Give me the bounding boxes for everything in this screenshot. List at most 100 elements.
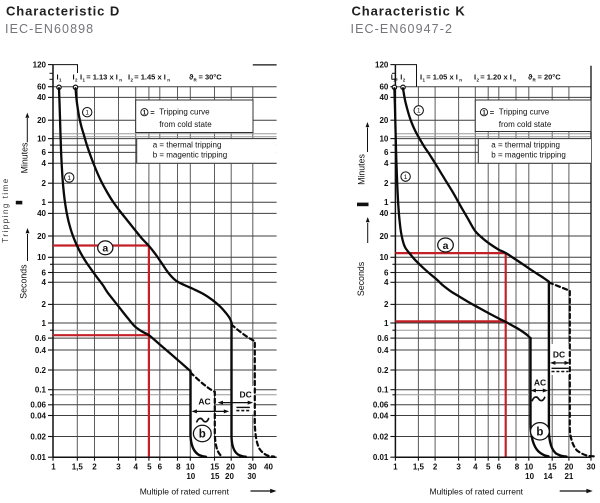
svg-text:= 1.20 x I: = 1.20 x I — [480, 73, 511, 82]
svg-text:0.06: 0.06 — [30, 401, 46, 410]
svg-text:6: 6 — [384, 148, 389, 157]
svg-text:= 30°C: = 30°C — [199, 73, 223, 82]
svg-text:6: 6 — [497, 463, 502, 472]
svg-text:R: R — [533, 78, 537, 83]
svg-text:0.1: 0.1 — [377, 386, 389, 395]
svg-text:I: I — [128, 73, 130, 82]
svg-text:Multiples of rated current: Multiples of rated current — [430, 486, 524, 496]
svg-text:60: 60 — [37, 83, 46, 92]
svg-text:6: 6 — [42, 268, 47, 277]
svg-text:DC: DC — [553, 349, 565, 359]
svg-text:1: 1 — [482, 110, 486, 116]
svg-text:= 1.45 x I: = 1.45 x I — [134, 73, 165, 82]
svg-text:Tripping curve: Tripping curve — [499, 108, 550, 117]
svg-text:1: 1 — [384, 198, 389, 207]
svg-text:Minutes: Minutes — [357, 154, 367, 185]
svg-text:21: 21 — [564, 472, 573, 481]
svg-text:4: 4 — [384, 159, 389, 168]
svg-text:120: 120 — [375, 60, 389, 69]
svg-text:DC: DC — [240, 389, 252, 399]
svg-text:Seconds: Seconds — [356, 261, 366, 296]
svg-text:2: 2 — [403, 78, 406, 83]
svg-text:40: 40 — [264, 463, 273, 472]
svg-text:40: 40 — [37, 93, 46, 102]
svg-text:I: I — [400, 73, 402, 82]
svg-text:Minutes: Minutes — [19, 142, 29, 173]
svg-text:1: 1 — [393, 463, 398, 472]
svg-text:2: 2 — [384, 300, 389, 309]
svg-text:4: 4 — [42, 159, 47, 168]
svg-text:2: 2 — [384, 179, 389, 188]
svg-text:6: 6 — [384, 268, 389, 277]
svg-text:= 20°C: = 20°C — [538, 73, 562, 82]
svg-text:8: 8 — [515, 463, 520, 472]
svg-text:20: 20 — [564, 463, 573, 472]
svg-text:a: a — [102, 243, 108, 255]
svg-text:1: 1 — [423, 78, 426, 83]
svg-text:10: 10 — [37, 134, 46, 143]
svg-text:4: 4 — [133, 463, 138, 472]
svg-text:20: 20 — [225, 472, 234, 481]
svg-text:2: 2 — [131, 78, 134, 83]
svg-text:5: 5 — [486, 463, 491, 472]
svg-text:= 1.05 x I: = 1.05 x I — [426, 73, 457, 82]
svg-text:2: 2 — [42, 179, 47, 188]
svg-text:b = magentic tripping: b = magentic tripping — [153, 150, 228, 159]
svg-text:a: a — [443, 240, 449, 252]
svg-text:I: I — [80, 73, 82, 82]
svg-text:Multiple of rated current: Multiple of rated current — [140, 486, 230, 496]
svg-text:n: n — [119, 78, 122, 83]
svg-text:0.01: 0.01 — [30, 453, 46, 462]
svg-text:40: 40 — [379, 209, 388, 218]
svg-text:8: 8 — [176, 463, 181, 472]
svg-text:20: 20 — [37, 232, 46, 241]
svg-text:20: 20 — [37, 116, 46, 125]
svg-text:10: 10 — [37, 253, 46, 262]
svg-text:40: 40 — [379, 93, 388, 102]
svg-text:15: 15 — [548, 463, 557, 472]
svg-text:15: 15 — [210, 463, 219, 472]
svg-text:R: R — [194, 78, 198, 83]
svg-text:30: 30 — [248, 463, 257, 472]
svg-text:0.02: 0.02 — [30, 432, 46, 441]
svg-text:1,5: 1,5 — [413, 463, 425, 472]
svg-text:n: n — [167, 78, 170, 83]
svg-text:14: 14 — [544, 472, 553, 481]
svg-text:Tripping curve: Tripping curve — [159, 108, 210, 117]
svg-text:Characteristic D: Characteristic D — [6, 3, 120, 18]
svg-text:6: 6 — [42, 148, 47, 157]
svg-text:1: 1 — [85, 110, 89, 117]
svg-text:ϑ: ϑ — [189, 73, 194, 82]
svg-text:1: 1 — [384, 319, 389, 328]
svg-text:120: 120 — [33, 60, 47, 69]
svg-text:0.4: 0.4 — [35, 346, 47, 355]
svg-text:0.01: 0.01 — [373, 453, 389, 462]
svg-text:1: 1 — [404, 174, 408, 181]
svg-text:I: I — [474, 73, 476, 82]
svg-text:10: 10 — [379, 253, 388, 262]
svg-text:0.6: 0.6 — [377, 334, 389, 343]
svg-text:30: 30 — [587, 463, 596, 472]
svg-text:b: b — [199, 429, 206, 441]
svg-text:IEC-EN60947-2: IEC-EN60947-2 — [351, 22, 454, 36]
svg-text:10: 10 — [379, 134, 388, 143]
svg-text:1: 1 — [42, 198, 47, 207]
svg-text:I: I — [73, 73, 75, 82]
svg-text:,: , — [396, 73, 398, 82]
svg-text:0.04: 0.04 — [373, 411, 389, 420]
svg-text:=: = — [150, 108, 155, 117]
svg-text:1: 1 — [67, 175, 71, 182]
svg-text:30: 30 — [247, 472, 256, 481]
svg-text:10: 10 — [524, 463, 533, 472]
svg-text:1: 1 — [83, 78, 86, 83]
svg-text:a = thermal tripping: a = thermal tripping — [491, 140, 560, 149]
svg-text:2: 2 — [433, 463, 438, 472]
svg-text:2: 2 — [42, 300, 47, 309]
svg-text:Tripping time: Tripping time — [1, 177, 10, 242]
svg-text:0.6: 0.6 — [35, 334, 47, 343]
svg-text:1: 1 — [51, 463, 56, 472]
svg-text:1: 1 — [42, 319, 47, 328]
svg-text:0.1: 0.1 — [35, 386, 47, 395]
svg-text:0.2: 0.2 — [377, 366, 389, 375]
svg-text:10: 10 — [186, 472, 195, 481]
